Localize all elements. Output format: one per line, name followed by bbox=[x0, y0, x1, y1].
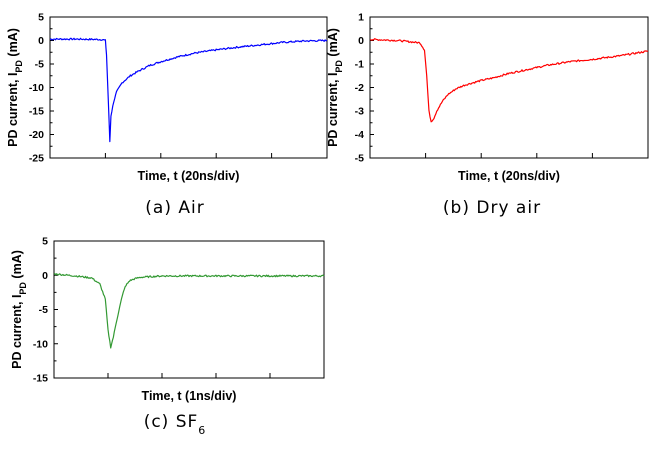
x-axis-label: Time, t (20ns/div) bbox=[138, 169, 240, 183]
y-tick-label: -1 bbox=[355, 59, 364, 71]
chart-caption: (b) Dry air bbox=[443, 198, 541, 218]
plot-frame bbox=[53, 240, 325, 379]
chart-2: 1 0 -1 -2 -3 -4 -5 Time, t (20ns/div) PD current… bbox=[326, 12, 649, 218]
y-axis-label: PD current, IPD (mA) bbox=[10, 250, 28, 369]
y-tick-label: -20 bbox=[29, 129, 44, 141]
y-tick-label: 0 bbox=[42, 270, 48, 282]
y-tick-label: 5 bbox=[42, 236, 48, 248]
chart-3: 5 0 -5 -10 -15 Time, t (1ns/div) PD current, I… bbox=[10, 236, 325, 437]
y-tick-label: -25 bbox=[29, 153, 44, 165]
chart-caption: (c) SF6 bbox=[144, 412, 207, 437]
plot-frame bbox=[369, 16, 649, 159]
y-tick-label: 1 bbox=[358, 12, 364, 24]
y-tick-label: -15 bbox=[33, 373, 48, 385]
y-tick-label: -4 bbox=[355, 129, 364, 141]
chart-caption: (a) Air bbox=[145, 198, 204, 218]
x-axis-label: Time, t (1ns/div) bbox=[142, 389, 237, 403]
y-tick-label: -3 bbox=[355, 106, 364, 118]
series-line-1 bbox=[369, 38, 649, 123]
y-tick-label: 0 bbox=[358, 35, 364, 47]
x-axis-label: Time, t (20ns/div) bbox=[458, 169, 560, 183]
series-line-1 bbox=[53, 273, 325, 349]
y-tick-label: -10 bbox=[33, 338, 48, 350]
y-tick-label: -5 bbox=[355, 153, 364, 165]
series-line-1 bbox=[49, 37, 328, 143]
y-tick-label: -5 bbox=[39, 304, 48, 316]
y-tick-label: 5 bbox=[38, 12, 44, 24]
y-tick-label: -10 bbox=[29, 82, 44, 94]
y-tick-label: -15 bbox=[29, 106, 44, 118]
y-axis-label: PD current, IPD (mA) bbox=[326, 28, 344, 147]
y-tick-label: -5 bbox=[35, 59, 44, 71]
chart-1: 5 0 -5 -10 -15 -20 -25 Time, t (20ns/div) PD cur… bbox=[6, 12, 328, 218]
y-tick-label: 0 bbox=[38, 35, 44, 47]
y-axis-label: PD current, IPD (mA) bbox=[6, 28, 24, 147]
y-tick-label: -2 bbox=[355, 82, 364, 94]
